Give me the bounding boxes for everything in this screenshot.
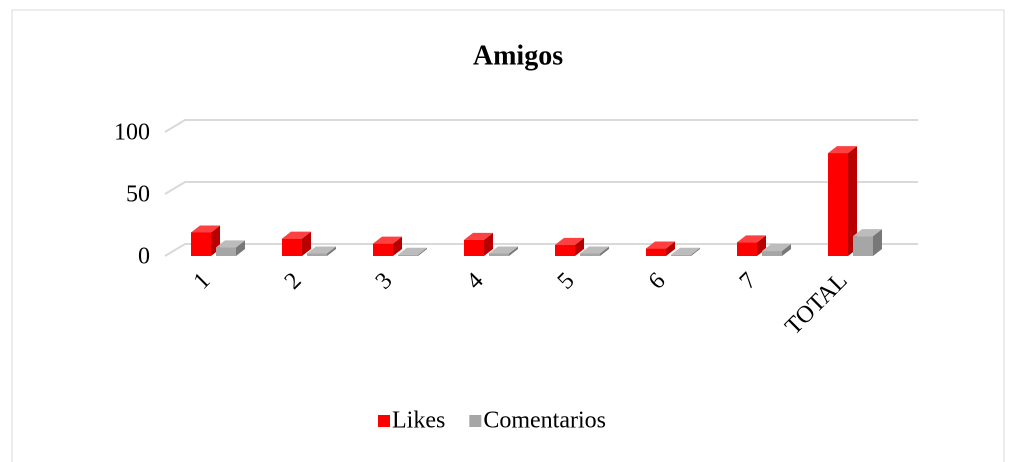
legend-label: Comentarios (483, 408, 606, 434)
bar (464, 239, 484, 256)
chart-title: Amigos (473, 40, 563, 71)
bar-side (666, 241, 675, 256)
bar-side (873, 229, 882, 256)
grid-line (164, 181, 918, 195)
bar (398, 254, 418, 256)
grid-line (164, 119, 918, 133)
y-tick-label: 50 (126, 182, 150, 208)
bar-top (737, 235, 766, 243)
bar (737, 242, 757, 256)
bar-top (646, 241, 675, 249)
bar (762, 251, 782, 256)
bar-side (575, 237, 584, 256)
bar-side (302, 231, 311, 256)
bar (828, 153, 848, 256)
bar-top (671, 247, 700, 255)
bar-top (464, 232, 493, 240)
bar-top (555, 237, 584, 245)
bar-side (418, 247, 427, 256)
bar-side (236, 240, 245, 256)
legend-label: Likes (392, 408, 445, 434)
bar (373, 243, 393, 256)
bar (646, 248, 666, 256)
bar-top (580, 246, 609, 254)
bar-side (393, 236, 402, 256)
bar-top (489, 246, 518, 254)
bar (191, 232, 211, 256)
bar-top (191, 225, 220, 233)
legend-swatch (469, 415, 482, 427)
y-tick-label: 100 (114, 120, 150, 146)
bar-top (282, 231, 311, 239)
bar-side (691, 247, 700, 256)
bar-top (216, 240, 245, 248)
bar-top (853, 229, 882, 237)
y-tick-label: 0 (138, 244, 150, 270)
bar-side (600, 246, 609, 256)
bar-side (484, 232, 493, 256)
bar (216, 247, 236, 256)
bar-side (327, 246, 336, 256)
bar-side (509, 246, 518, 256)
bar-top (828, 146, 857, 154)
bar (489, 253, 509, 256)
bar-top (398, 247, 427, 255)
bar-side (757, 235, 766, 256)
bar-top (762, 244, 791, 252)
bar-side (848, 146, 857, 256)
bar (671, 254, 691, 256)
bar-side (782, 244, 791, 256)
bar-top (373, 236, 402, 244)
bar (580, 253, 600, 256)
bar (555, 244, 575, 256)
legend-swatch (378, 415, 390, 427)
bar (307, 253, 327, 256)
bar-top (307, 246, 336, 254)
bar (853, 236, 873, 256)
bar (282, 238, 302, 256)
